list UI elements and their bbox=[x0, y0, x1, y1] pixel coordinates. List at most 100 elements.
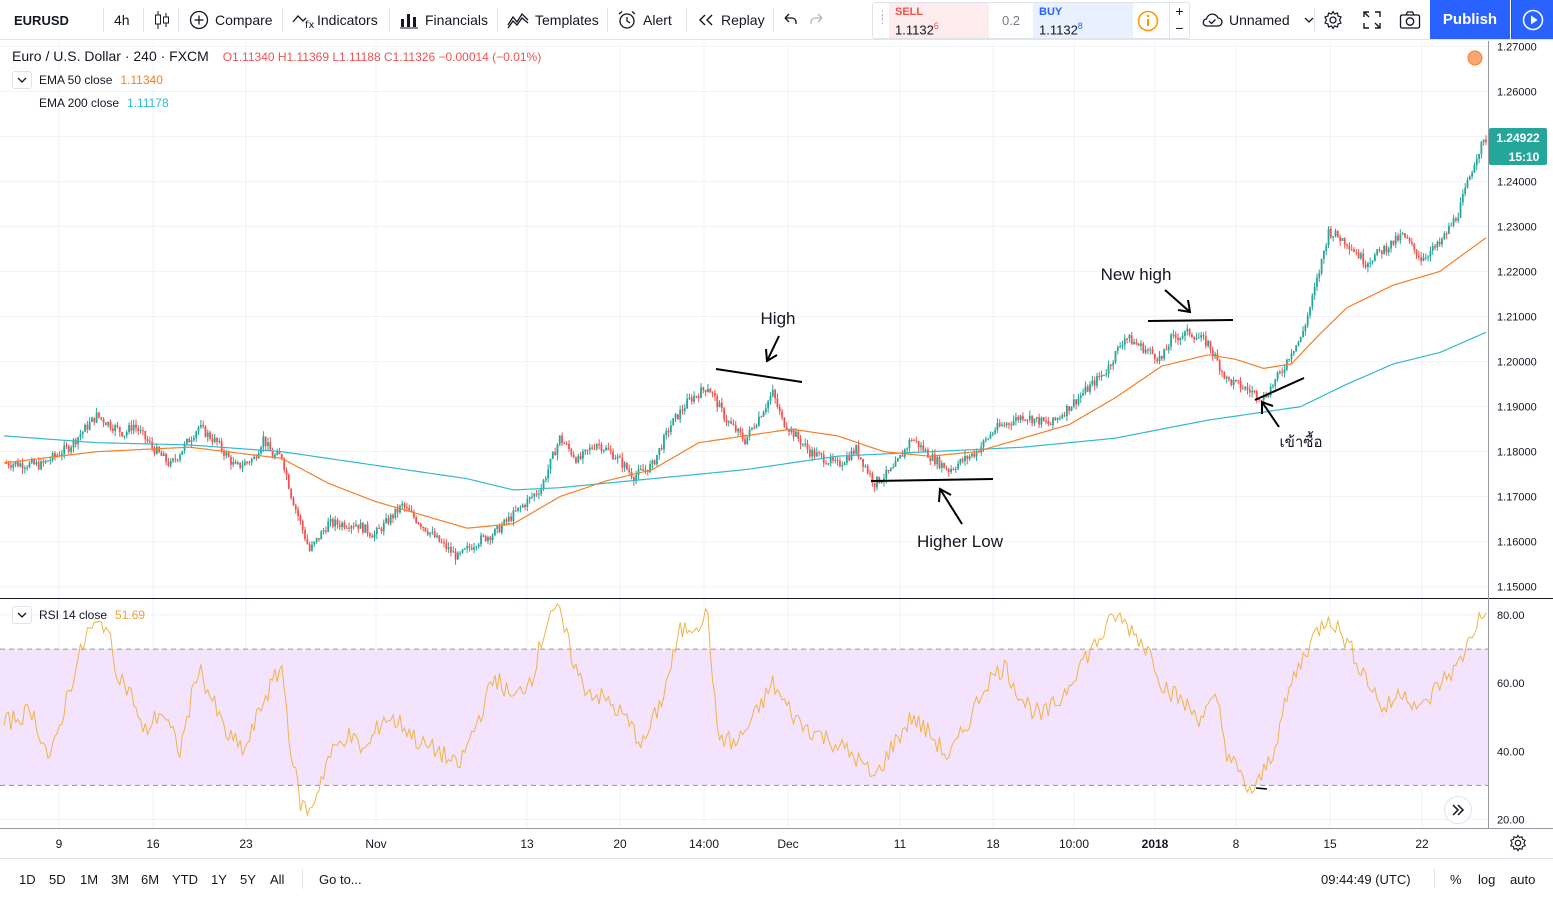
indicators-button[interactable]: fx Indicators bbox=[292, 0, 378, 40]
alert-marker[interactable] bbox=[1467, 50, 1483, 66]
candle-body bbox=[781, 411, 783, 418]
trading-panel-button[interactable] bbox=[1511, 0, 1553, 39]
range-6m-button[interactable]: 6M bbox=[141, 871, 160, 887]
candle-body bbox=[517, 507, 519, 511]
candle-body bbox=[961, 459, 964, 462]
high-arrow-shaft[interactable] bbox=[766, 335, 780, 362]
candle-body bbox=[945, 468, 948, 470]
chart-area[interactable]: 1.15000 1.16000 1.17000 1.18000 1.19000 1.200… bbox=[0, 41, 1553, 858]
sell-button[interactable]: SELL 1.11326 bbox=[889, 3, 989, 38]
goto-date-button[interactable]: Go to... bbox=[319, 871, 362, 887]
range-5d-button[interactable]: 5D bbox=[49, 871, 66, 887]
drawings[interactable] bbox=[715, 289, 1305, 790]
alert-button[interactable]: Alert bbox=[617, 0, 672, 40]
rsi-low-mark[interactable] bbox=[1255, 787, 1268, 790]
candle-body bbox=[225, 452, 228, 456]
timezone-clock[interactable]: 09:44:49 (UTC) bbox=[1321, 871, 1411, 887]
increase-button[interactable]: + bbox=[1175, 3, 1184, 19]
symbol-search-button[interactable]: EURUSD bbox=[14, 12, 69, 28]
layout-menu-button[interactable]: Unnamed bbox=[1201, 0, 1314, 40]
range-1y-button[interactable]: 1Y bbox=[211, 871, 227, 887]
candle-body bbox=[663, 435, 665, 450]
buy-price-main: 1.1132 bbox=[1039, 22, 1078, 38]
info-icon[interactable] bbox=[1137, 10, 1159, 37]
candle-body bbox=[246, 461, 249, 463]
replay-button[interactable]: Replay bbox=[697, 0, 765, 40]
candle-body bbox=[318, 538, 320, 540]
decrease-button[interactable]: − bbox=[1175, 20, 1184, 36]
compare-button[interactable]: Compare bbox=[189, 0, 273, 40]
rsi-axis[interactable]: 20.00 40.00 60.00 80.00 bbox=[1497, 610, 1525, 826]
candle-body bbox=[1478, 153, 1480, 160]
log-scale-toggle[interactable]: log bbox=[1478, 871, 1496, 887]
redo-button[interactable] bbox=[808, 0, 826, 40]
range-1d-button[interactable]: 1D bbox=[19, 871, 36, 887]
collapse-legend-button[interactable] bbox=[12, 71, 32, 89]
percent-scale-toggle[interactable]: % bbox=[1450, 871, 1462, 887]
candle-body bbox=[535, 493, 538, 495]
candle-body bbox=[197, 426, 200, 432]
candle-body bbox=[466, 546, 469, 549]
undo-button[interactable] bbox=[781, 0, 799, 40]
interval-button[interactable]: 4h bbox=[114, 12, 130, 28]
higher-low-arrow-head[interactable] bbox=[938, 487, 952, 503]
candle-body bbox=[507, 516, 510, 522]
candle-body bbox=[915, 440, 918, 442]
range-ytd-button[interactable]: YTD bbox=[172, 871, 198, 887]
candle-body bbox=[968, 456, 971, 460]
candle-body bbox=[1360, 253, 1362, 259]
annotation-entry[interactable]: เข้าซื้อ bbox=[1280, 431, 1323, 451]
candle-body bbox=[653, 460, 656, 465]
time-axis[interactable]: 9 16 23 Nov 13 20 14:00 Dec 11 18 10:00 2018 8 15 22 bbox=[56, 837, 1429, 851]
scroll-to-realtime-button[interactable] bbox=[1444, 796, 1472, 824]
publish-button[interactable]: Publish bbox=[1430, 0, 1510, 39]
templates-button[interactable]: Templates bbox=[507, 0, 599, 40]
snapshot-button[interactable] bbox=[1399, 0, 1421, 40]
settings-button[interactable] bbox=[1323, 0, 1343, 40]
range-3m-button[interactable]: 3M bbox=[111, 871, 130, 887]
fullscreen-button[interactable] bbox=[1362, 0, 1382, 40]
entry-arrow-head[interactable] bbox=[1261, 400, 1274, 414]
price-axis[interactable]: 1.15000 1.16000 1.17000 1.18000 1.19000 1.200… bbox=[1497, 41, 1537, 593]
candle-body bbox=[1195, 337, 1198, 340]
new-high-arrow-head[interactable] bbox=[1177, 299, 1192, 314]
high-trendline[interactable] bbox=[715, 368, 803, 383]
candle-body bbox=[593, 448, 596, 450]
axis-settings-button[interactable] bbox=[1509, 834, 1527, 857]
candle-body bbox=[1112, 362, 1115, 366]
candle-body bbox=[869, 473, 871, 475]
candle-body bbox=[1033, 418, 1036, 424]
chart-style-button[interactable] bbox=[154, 0, 170, 40]
quantity-stepper[interactable]: + − bbox=[1169, 3, 1189, 38]
annotation-higher-low[interactable]: Higher Low bbox=[917, 532, 1004, 551]
candle-body bbox=[1397, 235, 1399, 241]
higher-low-line[interactable] bbox=[870, 478, 994, 482]
new-high-arrow-shaft[interactable] bbox=[1164, 289, 1191, 313]
candle-body bbox=[785, 426, 788, 430]
high-arrow-head[interactable] bbox=[765, 348, 778, 363]
auto-scale-toggle[interactable]: auto bbox=[1510, 871, 1536, 887]
range-all-button[interactable]: All bbox=[270, 871, 285, 887]
entry-arrow-shaft[interactable] bbox=[1261, 401, 1280, 428]
candle-body bbox=[373, 534, 376, 538]
range-5y-button[interactable]: 5Y bbox=[240, 871, 256, 887]
financials-button[interactable]: Financials bbox=[399, 0, 488, 40]
range-1m-button[interactable]: 1M bbox=[80, 871, 99, 887]
candle-body bbox=[1001, 424, 1003, 427]
candle-body bbox=[632, 477, 635, 482]
candle-body bbox=[241, 465, 244, 468]
candle-body bbox=[1461, 193, 1464, 203]
candle-body bbox=[107, 421, 110, 426]
entry-trendline[interactable] bbox=[1254, 377, 1305, 401]
higher-low-arrow-shaft[interactable] bbox=[939, 488, 963, 525]
annotation-new-high[interactable]: New high bbox=[1101, 265, 1172, 284]
candle-body bbox=[308, 544, 311, 551]
drag-handle-icon[interactable]: ⋮ ⋮ bbox=[877, 9, 888, 26]
candle-body bbox=[998, 423, 1001, 427]
buy-button[interactable]: BUY 1.11328 bbox=[1033, 3, 1133, 38]
candle-body bbox=[500, 525, 503, 533]
collapse-rsi-button[interactable] bbox=[12, 606, 32, 624]
new-high-line[interactable] bbox=[1147, 319, 1234, 322]
annotation-high[interactable]: High bbox=[761, 309, 796, 328]
candle-body bbox=[1376, 249, 1379, 255]
